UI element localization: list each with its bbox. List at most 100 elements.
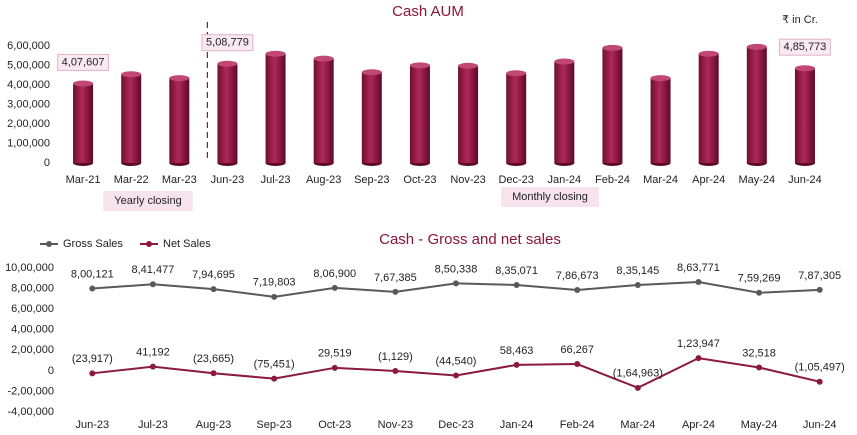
bar-body — [361, 72, 382, 163]
point — [756, 364, 763, 371]
point — [89, 285, 96, 292]
y-tick-label: -4,00,000 — [8, 406, 54, 418]
bar-body — [650, 78, 671, 163]
data-label: (23,665) — [193, 353, 234, 365]
x-tick-label: Jul-23 — [138, 419, 168, 431]
legend-label: Net Sales — [163, 238, 211, 250]
data-label: 7,67,385 — [374, 272, 417, 284]
data-label-group: 4,07,607 — [57, 53, 109, 71]
bar — [313, 55, 334, 166]
bar — [458, 62, 479, 166]
point — [574, 286, 581, 293]
data-label: 41,192 — [136, 347, 170, 359]
data-label: 8,35,071 — [495, 265, 538, 277]
data-label: 58,463 — [500, 345, 534, 357]
bar-top — [506, 70, 527, 77]
y-tick-label: 4,00,000 — [7, 79, 50, 91]
data-label-group: 5,08,779 — [201, 34, 254, 52]
y-tick-label: 2,00,000 — [11, 344, 54, 356]
y-tick-label: 6,00,000 — [7, 40, 50, 52]
data-label: 7,86,673 — [556, 270, 599, 282]
bar-body — [554, 61, 575, 163]
group-label-box — [501, 187, 599, 207]
bar-body — [794, 68, 815, 163]
x-tick-label: Dec-23 — [498, 174, 533, 186]
x-tick-label: Jun-24 — [803, 419, 837, 431]
point — [392, 367, 399, 374]
data-label: 8,00,121 — [71, 268, 114, 280]
x-tick-label: Jun-23 — [75, 419, 109, 431]
point — [453, 280, 459, 287]
bar-top — [169, 75, 190, 82]
bar-body — [698, 53, 719, 163]
bar — [121, 71, 142, 166]
data-label-group: 4,85,773 — [779, 38, 831, 56]
data-label-box — [57, 53, 109, 71]
bar — [650, 75, 671, 166]
bar — [265, 50, 286, 166]
bar-top — [458, 62, 479, 69]
legend-dot — [46, 241, 52, 247]
x-tick-label: Dec-23 — [438, 419, 473, 431]
bar-top — [698, 50, 719, 57]
bar — [602, 44, 623, 166]
x-tick-label: Sep-23 — [354, 174, 389, 186]
data-label: 66,267 — [560, 344, 594, 356]
point — [271, 293, 278, 300]
x-tick-label: Mar-24 — [643, 174, 678, 186]
point — [816, 378, 823, 385]
bar-top — [746, 43, 767, 50]
x-tick-label: Feb-24 — [595, 174, 630, 186]
data-label: 8,50,338 — [435, 263, 478, 275]
data-label: 1,23,947 — [677, 338, 720, 350]
chart-title: Cash - Gross and net sales — [379, 231, 561, 248]
data-label: 4,07,607 — [62, 56, 105, 68]
data-label: (75,451) — [254, 359, 295, 371]
point — [513, 361, 520, 368]
data-label: (44,540) — [436, 355, 477, 367]
group-label-text: Monthly closing — [512, 191, 588, 203]
bar-body — [73, 83, 94, 163]
point — [634, 281, 641, 288]
point — [756, 289, 763, 296]
bar-top — [265, 50, 286, 57]
x-tick-label: Apr-24 — [692, 174, 725, 186]
data-label: 8,41,477 — [132, 264, 175, 276]
x-tick-label: Jun-24 — [788, 174, 822, 186]
data-label: 5,08,779 — [206, 37, 249, 49]
x-tick-label: Apr-24 — [682, 419, 715, 431]
y-tick-label: 1,00,000 — [7, 137, 50, 149]
data-label: 32,518 — [742, 347, 776, 359]
x-tick-label: Jun-23 — [211, 174, 245, 186]
y-tick-label: 0 — [44, 157, 50, 169]
bar-body — [217, 63, 238, 163]
group-label: Yearly closing — [103, 191, 193, 211]
data-label: 8,35,145 — [616, 265, 659, 277]
bar-body — [313, 58, 334, 163]
data-label: 7,59,269 — [738, 273, 781, 285]
bar — [794, 65, 815, 166]
unit-note: ₹ in Cr. — [782, 14, 818, 26]
x-tick-label: Sep-23 — [256, 419, 291, 431]
point — [513, 281, 520, 288]
x-tick-label: Nov-23 — [450, 174, 485, 186]
bar-body — [265, 53, 286, 163]
bar — [361, 69, 382, 166]
bar — [217, 60, 238, 166]
point — [149, 363, 156, 370]
x-tick-label: Jul-23 — [261, 174, 291, 186]
bar-top — [217, 60, 238, 67]
x-tick-label: Oct-23 — [318, 419, 351, 431]
bar-top — [73, 80, 94, 87]
data-label: (1,129) — [378, 351, 413, 363]
x-tick-label: Nov-23 — [378, 419, 413, 431]
group-label: Monthly closing — [501, 187, 599, 207]
bar — [746, 43, 767, 166]
point — [210, 370, 217, 377]
point — [89, 370, 96, 377]
bar-body — [409, 65, 430, 163]
x-tick-label: Jan-24 — [500, 419, 534, 431]
y-tick-label: 10,00,000 — [5, 262, 54, 274]
bar-body — [602, 47, 623, 163]
